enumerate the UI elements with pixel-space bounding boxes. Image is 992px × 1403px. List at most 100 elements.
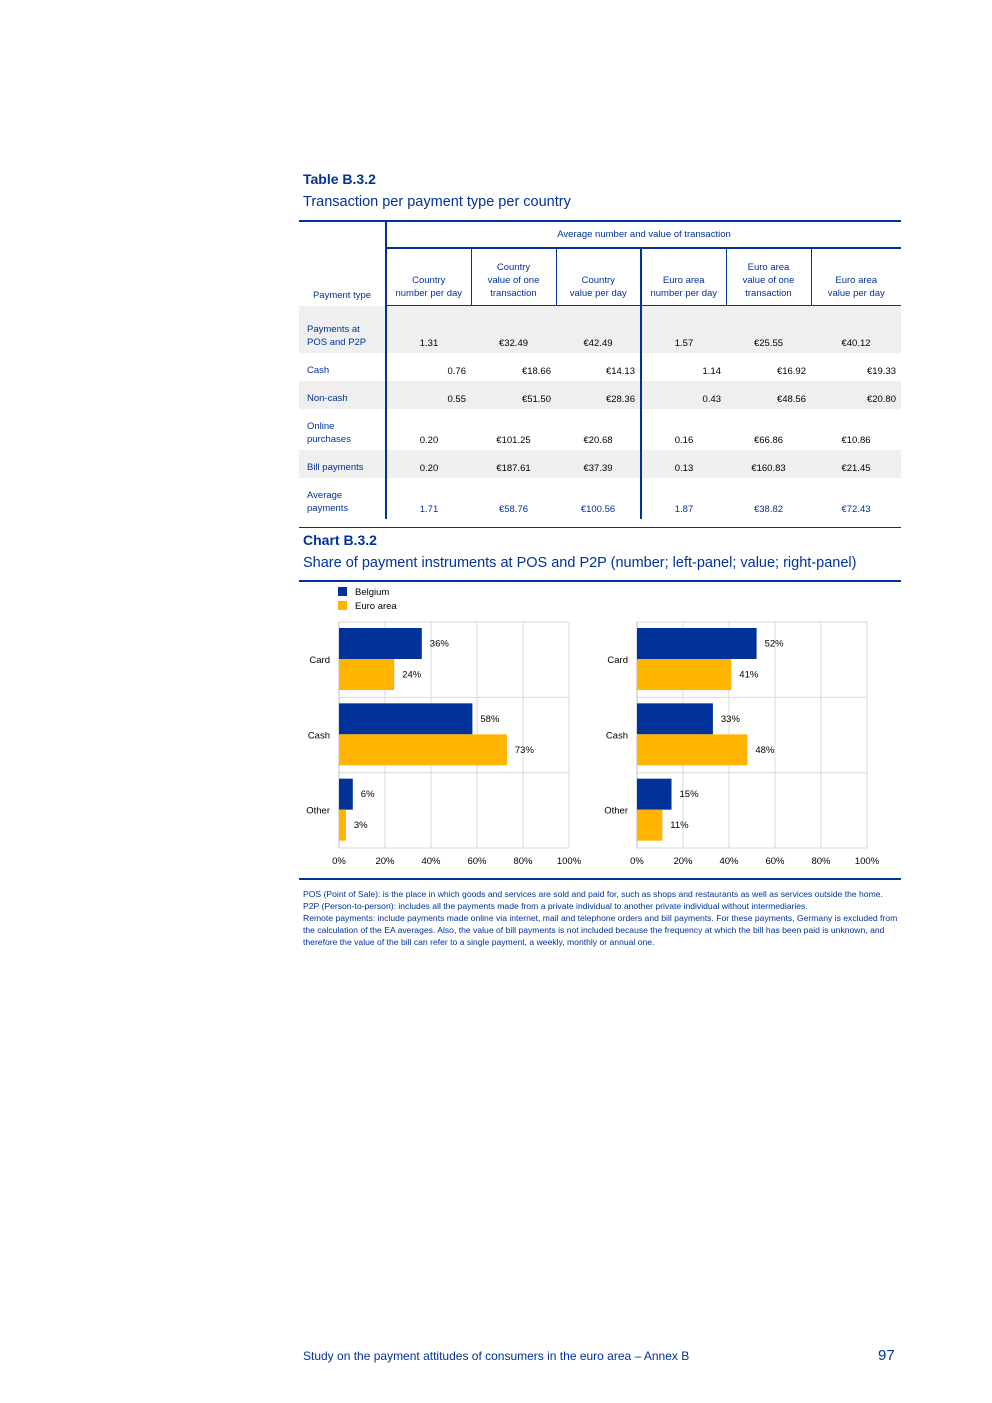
note-pos: POS (Point of Sale): is the place in whi…	[303, 889, 883, 899]
notes: POS (Point of Sale): is the place in whi…	[303, 888, 901, 948]
bar-data-label: 48%	[755, 745, 775, 756]
bar-data-label: 33%	[721, 714, 741, 725]
x-tick-label: 0%	[332, 856, 346, 867]
table-row: Bill payments 0.20 €187.61 €37.39 0.13 €160.8…	[299, 449, 901, 478]
category-label: Card	[607, 655, 628, 666]
table-cell: 0.76	[447, 365, 467, 377]
bar	[637, 628, 757, 659]
table-cell: €101.25	[496, 434, 531, 446]
table-body: Payments at POS and P2P 1.31 €32.49 €42.49 1.…	[299, 305, 901, 528]
row-label-line: Payments at	[307, 323, 360, 335]
table-cell: 0.20	[386, 449, 471, 478]
legend-swatch-euro-area	[338, 601, 347, 610]
table-cell: €160.83	[726, 449, 811, 478]
bar	[637, 659, 732, 690]
column-header-line: transaction	[490, 288, 537, 299]
bar	[339, 809, 346, 841]
row-label-line: Average	[307, 489, 343, 501]
bar	[339, 778, 353, 810]
x-tick-label: 100%	[855, 856, 880, 867]
table-cell: €187.61	[471, 449, 556, 478]
row-label: Non-cash	[299, 380, 387, 409]
bar	[339, 703, 473, 735]
bar	[339, 734, 507, 766]
table-cell: 1.71	[419, 503, 439, 515]
table-cell: €72.43	[841, 503, 871, 515]
table-cell: €14.13	[556, 352, 642, 381]
chart-top-rule	[299, 580, 901, 582]
bar-data-label: 52%	[765, 639, 785, 650]
table-cell: €19.33	[866, 365, 896, 377]
column-header-line: transaction	[745, 288, 792, 299]
x-tick-label: 20%	[673, 856, 693, 867]
column-header-line: Country	[412, 275, 446, 286]
row-label-line: POS and P2P	[307, 336, 367, 348]
column-header-1: Country number per day	[386, 248, 472, 306]
category-label: Cash	[606, 730, 628, 741]
table-cell: €28.36	[556, 380, 642, 409]
row-label-line: Bill payments	[307, 461, 364, 473]
column-header-4: Euro area number per day	[641, 248, 727, 306]
table-cell: 1.31	[386, 305, 471, 353]
table-cell: €37.39	[556, 449, 642, 478]
table-cell: 0.16	[674, 434, 694, 446]
x-tick-label: 80%	[811, 856, 831, 867]
chart-bottom-rule	[299, 878, 901, 880]
table-cell: 1.57	[641, 305, 726, 353]
table-row: Payments at POS and P2P 1.31 €32.49 €42.49 1.…	[299, 305, 901, 353]
table-cell: 0.43	[641, 380, 726, 409]
legend-euro-area: Euro area	[338, 601, 397, 612]
footer-text: Study on the payment attitudes of consum…	[303, 1349, 690, 1363]
column-header-line: value per day	[827, 288, 885, 299]
x-tick-label: 100%	[557, 856, 582, 867]
row-label-line: purchases	[307, 433, 351, 445]
table-cell: €40.12	[811, 305, 901, 353]
legend-label-euro-area: Euro area	[355, 601, 397, 612]
chart-title: Share of payment instruments at POS and …	[303, 555, 857, 571]
x-tick-label: 0%	[630, 856, 644, 867]
category-label: Other	[306, 806, 330, 817]
bar	[637, 734, 748, 766]
header-payment-type: Payment type	[299, 222, 387, 306]
table-cell: €38.82	[753, 503, 784, 515]
table-cell: €58.76	[498, 503, 529, 515]
row-label: Bill payments	[299, 449, 387, 478]
table-cell: €42.49	[556, 305, 642, 353]
table-cell: €20.80	[811, 380, 901, 409]
table-row: Average payments 1.71 €58.76 €100.56 1.87 €38.…	[299, 477, 901, 519]
table-cell: €100.56	[556, 477, 642, 519]
column-header-line: value of one	[487, 275, 540, 286]
chart-label: Chart B.3.2	[303, 532, 377, 548]
column-header-line: number per day	[395, 288, 463, 299]
table-row: Non-cash 0.55 €51.50 €28.36 0.43 €48.56 €20.80	[299, 380, 901, 409]
table-cell: €32.49	[471, 305, 556, 353]
bar	[339, 659, 395, 690]
table-cell: €16.92	[776, 365, 806, 377]
bar-data-label: 36%	[430, 639, 450, 650]
table-cell: 0.13	[641, 449, 726, 478]
column-header-6: Euro area value per day	[811, 248, 901, 306]
column-header-line: Country	[496, 262, 531, 273]
x-tick-label: 80%	[513, 856, 533, 867]
bar-data-label: 11%	[670, 820, 689, 831]
bar	[637, 703, 713, 735]
legend-belgium: Belgium	[338, 587, 389, 598]
table-cell: €48.56	[726, 380, 811, 409]
legend-swatch-belgium	[338, 587, 347, 596]
table-cell: €20.68	[556, 408, 642, 450]
bar	[637, 809, 663, 841]
column-header-line: value of one	[742, 275, 795, 286]
table-cell: 0.55	[386, 380, 471, 409]
category-label: Other	[604, 806, 628, 817]
page-number: 97	[878, 1347, 895, 1364]
table-row: Cash 0.76 €18.66 €14.13 1.14 €16.92 €19.33	[299, 352, 901, 381]
row-label-line: Online	[307, 420, 335, 432]
table-cell: €18.66	[521, 365, 551, 377]
x-tick-label: 20%	[375, 856, 395, 867]
column-header-line: value per day	[569, 288, 627, 299]
column-header-line: Euro area	[835, 275, 878, 286]
x-tick-label: 40%	[421, 856, 441, 867]
x-tick-label: 40%	[719, 856, 739, 867]
category-label: Card	[309, 655, 330, 666]
category-label: Cash	[308, 730, 330, 741]
